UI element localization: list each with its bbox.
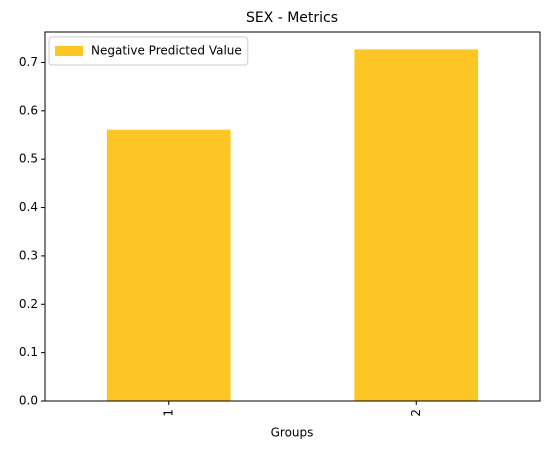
bar [354,49,479,402]
legend [48,36,249,66]
x-tick-label: 2 [409,409,423,417]
y-tick-label: 0.6 [19,103,38,117]
y-tick-label: 0.7 [19,55,38,69]
y-tick-label: 0.1 [19,345,38,359]
x-tick-label: 1 [161,409,175,417]
y-tick-label: 0.2 [19,297,38,311]
y-tick-label: 0.0 [19,394,38,408]
bar [106,129,231,402]
axes-frame [44,31,541,402]
chart-title: SEX - Metrics [246,10,338,26]
legend-label: Negative Predicted Value [91,44,242,58]
y-tick-label: 0.5 [19,152,38,166]
y-tick-label: 0.3 [19,248,38,262]
legend-swatch [55,46,83,56]
x-axis-label: Groups [271,426,314,440]
y-tick-label: 0.4 [19,200,38,214]
